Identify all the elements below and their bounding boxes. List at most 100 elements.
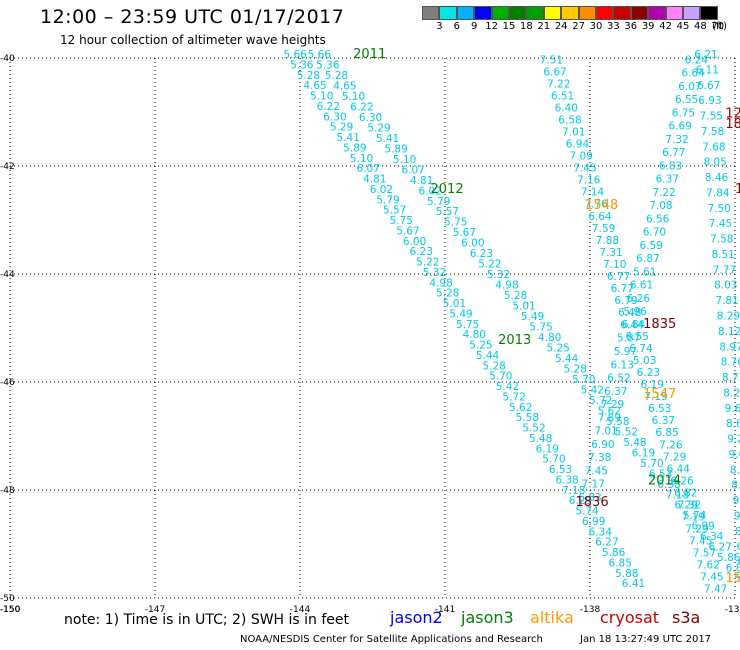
satellite-legend-altika: altika bbox=[530, 608, 574, 627]
swh-point: 6.64 bbox=[588, 211, 612, 223]
swh-point: 4.98 bbox=[429, 277, 452, 289]
satellite-legend-cryosat: cryosat bbox=[600, 608, 660, 627]
color-scale-swatch bbox=[648, 6, 666, 20]
swh-point: 6.26 bbox=[627, 293, 651, 305]
swh-point: 7.09 bbox=[570, 151, 593, 163]
swh-point: 4.65 bbox=[333, 80, 356, 92]
color-scale-swatch bbox=[596, 6, 614, 20]
swh-point: 8.03 bbox=[714, 280, 737, 292]
swh-point: 4.80 bbox=[538, 332, 561, 344]
swh-point: 5.22 bbox=[478, 259, 501, 271]
color-scale-swatch bbox=[630, 6, 649, 20]
swh-point: 8.73 bbox=[722, 372, 740, 384]
swh-point: 6.02 bbox=[370, 184, 393, 196]
swh-point: 6.52 bbox=[607, 373, 630, 385]
swh-point: 7.14 bbox=[581, 187, 605, 199]
swh-point: 5.66 bbox=[283, 49, 307, 61]
swh-point: 6.38 bbox=[657, 479, 680, 491]
satellite-legend-jason3: jason3 bbox=[461, 608, 514, 627]
swh-point: 5.49 bbox=[449, 308, 472, 320]
swh-point: 6.75 bbox=[672, 107, 695, 119]
swh-point: 7.50 bbox=[707, 203, 730, 215]
swh-point: 5.89 bbox=[343, 142, 366, 154]
swh-point: 5.48 bbox=[529, 433, 552, 445]
color-scale-swatch bbox=[613, 6, 631, 20]
swh-point: 5.74 bbox=[683, 510, 707, 522]
swh-point: 7.45 bbox=[709, 218, 732, 230]
swh-point: 4.98 bbox=[495, 280, 518, 292]
swh-point: 6.00 bbox=[403, 236, 426, 248]
swh-point: 5.22 bbox=[416, 257, 439, 269]
swh-point: 5.32 bbox=[487, 269, 510, 281]
swh-point: 5.72 bbox=[502, 391, 525, 403]
color-scale-label: 15 bbox=[502, 21, 516, 32]
color-scale-label: 12 bbox=[485, 21, 498, 32]
lat-tick-label: -50 bbox=[0, 594, 15, 604]
swh-point: 5.32 bbox=[423, 267, 446, 279]
color-scale-label: 45 bbox=[676, 21, 690, 32]
swh-point: 6.24 bbox=[685, 54, 709, 66]
swh-point: 5.52 bbox=[522, 423, 545, 435]
swh-point: 5.10 bbox=[350, 153, 373, 165]
swh-point: 5.44 bbox=[476, 350, 500, 362]
swh-point: 8.12 bbox=[718, 326, 740, 338]
color-scale-swatch bbox=[526, 6, 544, 20]
swh-point: 9.69 bbox=[725, 403, 740, 415]
swh-point: 6.27 bbox=[595, 537, 618, 549]
swh-point: 7.19 bbox=[644, 391, 667, 403]
color-scale-label: 6 bbox=[453, 21, 460, 32]
swh-point: 5.41 bbox=[337, 132, 360, 144]
swh-point: 7.76 bbox=[584, 199, 608, 211]
swh-point: 6.61 bbox=[630, 280, 653, 292]
swh-point: 5.42 bbox=[496, 381, 519, 393]
swh-point: 5.79 bbox=[376, 194, 399, 206]
swh-point: 5.66 bbox=[308, 49, 332, 61]
lon-tick-label: -144 bbox=[290, 605, 311, 615]
swh-point: 6.40 bbox=[555, 103, 578, 115]
swh-point: 5.97 bbox=[614, 346, 637, 358]
swh-point: 6.99 bbox=[691, 521, 714, 533]
track-time-label: 183 bbox=[725, 117, 740, 132]
swh-point: 7.16 bbox=[577, 175, 601, 187]
swh-point: 5.75 bbox=[529, 322, 552, 334]
swh-point: 7.89 bbox=[598, 412, 621, 424]
swh-point: 6.87 bbox=[636, 253, 659, 265]
color-scale-swatch bbox=[491, 6, 509, 20]
lat-tick-label: -42 bbox=[0, 162, 15, 172]
swh-point: 6.79 bbox=[614, 295, 637, 307]
lat-tick-label: -44 bbox=[0, 270, 15, 280]
color-scale-swatch bbox=[422, 6, 440, 20]
swh-point: 7.84 bbox=[706, 187, 730, 199]
swh-point: 6.83 bbox=[578, 492, 601, 504]
swh-point: 8.64 bbox=[726, 418, 740, 430]
swh-point: 5.28 bbox=[436, 288, 459, 300]
swh-point: 7.77 bbox=[713, 264, 736, 276]
lon-tick-label: -147 bbox=[145, 605, 165, 615]
swh-point: 6.58 bbox=[558, 115, 581, 127]
swh-point: 5.36 bbox=[290, 59, 314, 71]
swh-point: 5.57 bbox=[383, 205, 406, 217]
lon-tick-label: -135 bbox=[725, 605, 740, 615]
track-time-label: 2014 bbox=[648, 474, 681, 489]
swh-point: 6.93 bbox=[698, 95, 721, 107]
color-scale-label: 21 bbox=[537, 21, 551, 32]
swh-point: 7.88 bbox=[596, 235, 619, 247]
lon-tick-label: -150 bbox=[0, 605, 20, 615]
color-scale-swatch bbox=[561, 6, 579, 20]
swh-point: 5.67 bbox=[453, 227, 476, 239]
swh-point: 6.83 bbox=[659, 160, 682, 172]
swh-point: 4.81 bbox=[410, 175, 433, 187]
swh-point: 7.68 bbox=[702, 141, 725, 153]
swh-point: 8.45 bbox=[731, 480, 740, 492]
color-scale-label: 27 bbox=[572, 21, 585, 32]
swh-point: 6.77 bbox=[607, 271, 630, 283]
swh-point: 5.62 bbox=[598, 405, 621, 417]
swh-point: 8.76 bbox=[721, 357, 740, 369]
swh-point: 6.00 bbox=[461, 238, 484, 250]
swh-point: 5.72 bbox=[589, 395, 612, 407]
swh-point: 7.17 bbox=[582, 479, 605, 491]
color-scale-label: 70 bbox=[711, 21, 725, 32]
swh-point: 6.44 bbox=[620, 319, 644, 331]
track-time-label: 1 bbox=[735, 182, 740, 197]
